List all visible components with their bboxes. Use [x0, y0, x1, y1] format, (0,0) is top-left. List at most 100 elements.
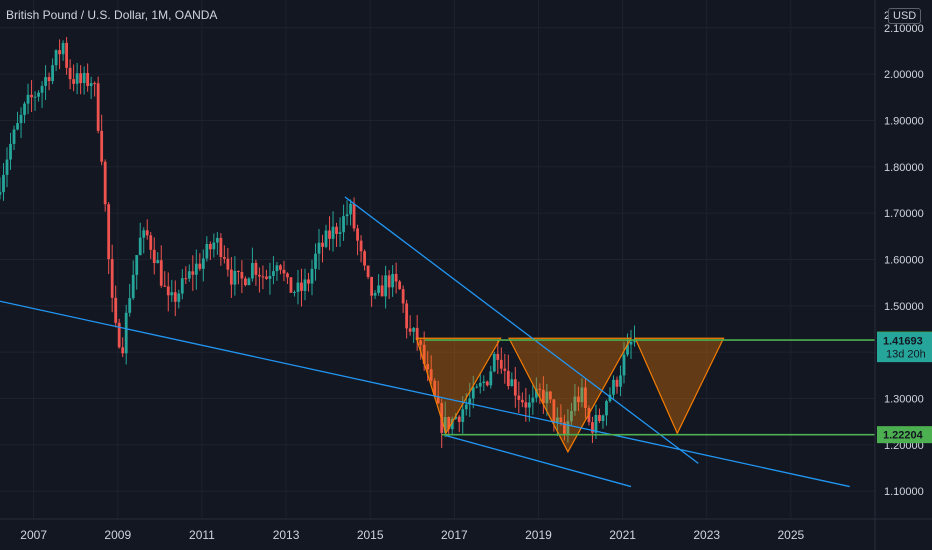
candle-body: [68, 67, 72, 80]
support-tag-bg: [877, 426, 932, 444]
symbol-title[interactable]: British Pound / U.S. Dollar, 1M, OANDA: [6, 8, 218, 22]
candle-body: [219, 237, 223, 258]
candle-body: [443, 417, 447, 433]
candle-body: [254, 262, 258, 275]
candle-body: [128, 298, 132, 313]
candle-body: [187, 271, 191, 279]
candle-body: [356, 228, 359, 241]
candle-body: [282, 269, 286, 274]
candle-body: [433, 380, 437, 397]
candle-body: [0, 192, 2, 195]
candle-body: [531, 397, 535, 403]
candle-body: [615, 379, 619, 387]
currency-button[interactable]: USD: [888, 8, 922, 24]
candle-body: [149, 235, 153, 250]
candle-body: [619, 375, 622, 387]
candle-body: [335, 226, 338, 234]
candle-body: [240, 271, 244, 279]
candle-body: [520, 399, 524, 403]
candle-body: [121, 347, 125, 354]
x-tick-label: 2019: [525, 528, 552, 542]
candle-body: [75, 73, 79, 84]
candle-body: [384, 275, 388, 297]
candle-body: [387, 275, 391, 288]
candle-body: [72, 79, 76, 84]
candle-body: [426, 364, 430, 370]
candle-body: [258, 274, 261, 277]
x-tick-label: 2007: [20, 528, 47, 542]
candle-body: [506, 370, 510, 387]
candle-body: [370, 276, 373, 296]
candle-body: [23, 103, 26, 115]
candle-body: [61, 42, 65, 55]
candle-body: [450, 418, 454, 430]
candle-body: [626, 344, 629, 355]
candle-body: [107, 204, 111, 260]
candle-body: [180, 278, 184, 294]
lower-trendline-2: [445, 434, 632, 488]
candles: [0, 37, 636, 449]
y-tick-label: 1.50000: [884, 301, 924, 313]
y-tick-label: 1.90000: [884, 115, 924, 127]
candle-body: [65, 42, 69, 68]
candle-body: [594, 415, 598, 433]
candle-body: [9, 143, 12, 160]
time-axis[interactable]: 2007 2009 2011 2013 2015 2017 2019 2021 2023 2025: [20, 528, 804, 542]
candle-body: [135, 255, 139, 275]
candle-body: [541, 389, 545, 404]
candle-body: [103, 161, 107, 205]
y-tick-label: 1.30000: [884, 394, 924, 406]
grid: [0, 0, 875, 519]
candle-body: [580, 387, 584, 403]
candle-body: [233, 270, 237, 285]
candle-body: [552, 399, 556, 423]
drawings: [0, 196, 875, 488]
candle-body: [352, 203, 356, 229]
candle-body: [338, 232, 342, 234]
candle-body: [391, 273, 395, 288]
pattern-triangle-2: [508, 337, 633, 454]
candle-body: [194, 263, 198, 275]
candle-body: [166, 286, 170, 296]
y-tick-label: 1.80000: [884, 162, 924, 174]
candle-body: [570, 410, 573, 422]
candle-body: [461, 409, 465, 422]
candle-body: [584, 387, 587, 409]
candle-body: [380, 285, 384, 297]
candle-body: [170, 292, 174, 296]
candle-body: [47, 77, 51, 82]
candle-body: [591, 422, 594, 433]
candle-body: [201, 258, 205, 269]
candle-body: [131, 274, 135, 299]
candle-body: [317, 242, 321, 254]
candle-body: [405, 303, 409, 329]
candle-body: [261, 276, 265, 278]
x-tick-label: 2011: [189, 528, 215, 542]
x-tick-label: 2009: [104, 528, 131, 542]
candle-body: [82, 72, 86, 84]
candle-body: [324, 230, 328, 247]
candle-body: [226, 258, 230, 270]
candle-body: [2, 174, 5, 193]
candle-body: [236, 270, 240, 272]
candle-body: [265, 276, 268, 279]
candle-body: [366, 265, 370, 277]
candle-body: [51, 65, 54, 82]
candle-body: [545, 391, 549, 404]
candle-body: [573, 396, 577, 411]
candle-body: [303, 279, 307, 291]
pattern-triangle-3: [634, 337, 725, 435]
candle-body: [464, 404, 468, 410]
candle-body: [436, 396, 440, 404]
candle-body: [286, 273, 289, 278]
candle-body: [5, 159, 9, 175]
candle-body: [251, 262, 254, 279]
candle-body: [93, 83, 97, 85]
candle-body: [457, 416, 461, 422]
candle-body: [163, 285, 167, 287]
candle-body: [608, 394, 612, 402]
candle-body: [44, 77, 47, 86]
candle-body: [145, 230, 149, 236]
